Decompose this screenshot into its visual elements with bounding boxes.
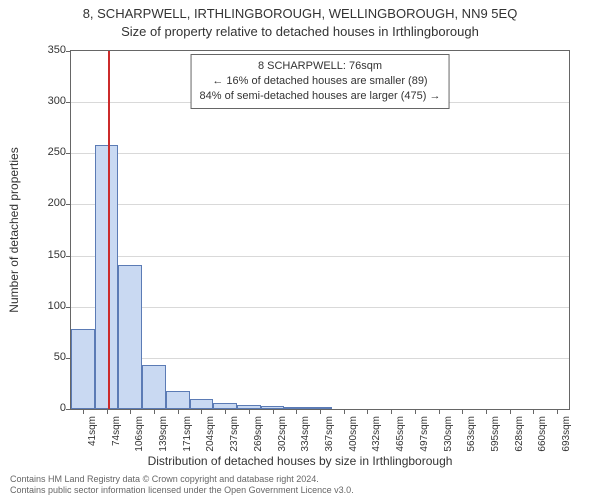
xtick-label: 563sqm [466, 416, 477, 456]
ytick-label: 250 [48, 146, 66, 158]
xtick-mark [557, 409, 558, 414]
xtick-label: 497sqm [419, 416, 430, 456]
xtick-mark [273, 409, 274, 414]
xtick-label: 237sqm [229, 416, 240, 456]
figure: 8, SCHARPWELL, IRTHLINGBOROUGH, WELLINGB… [0, 0, 600, 500]
xtick-label: 530sqm [443, 416, 454, 456]
gridline [71, 307, 569, 308]
xtick-mark [439, 409, 440, 414]
histogram-bar [166, 391, 190, 409]
gridline [71, 256, 569, 257]
y-axis-label: Number of detached properties [7, 147, 21, 312]
plot-area: 8 SCHARPWELL: 76sqm ← 16% of detached ho… [70, 50, 570, 410]
annotation-line2: ← 16% of detached houses are smaller (89… [200, 74, 441, 89]
histogram-bar [190, 399, 214, 409]
xtick-mark [367, 409, 368, 414]
xtick-label: 628sqm [514, 416, 525, 456]
xtick-label: 41sqm [87, 416, 98, 456]
xtick-mark [296, 409, 297, 414]
annotation-box: 8 SCHARPWELL: 76sqm ← 16% of detached ho… [191, 54, 450, 109]
xtick-label: 204sqm [205, 416, 216, 456]
xtick-mark [178, 409, 179, 414]
ytick-label: 0 [60, 402, 66, 414]
histogram-bar [71, 329, 95, 409]
ytick-mark [66, 256, 71, 257]
marker-line [108, 51, 110, 409]
footer-line1: Contains HM Land Registry data © Crown c… [10, 474, 354, 485]
ytick-label: 150 [48, 249, 66, 261]
x-axis-label: Distribution of detached houses by size … [0, 454, 600, 468]
annotation-line1: 8 SCHARPWELL: 76sqm [200, 59, 441, 74]
gridline [71, 153, 569, 154]
xtick-label: 74sqm [111, 416, 122, 456]
xtick-label: 171sqm [182, 416, 193, 456]
xtick-label: 465sqm [395, 416, 406, 456]
xtick-label: 367sqm [324, 416, 335, 456]
ytick-mark [66, 307, 71, 308]
ytick-label: 200 [48, 197, 66, 209]
xtick-mark [201, 409, 202, 414]
title-subtitle: Size of property relative to detached ho… [0, 24, 600, 39]
footer: Contains HM Land Registry data © Crown c… [10, 474, 354, 496]
xtick-label: 269sqm [253, 416, 264, 456]
xtick-mark [415, 409, 416, 414]
footer-line2: Contains public sector information licen… [10, 485, 354, 496]
xtick-mark [462, 409, 463, 414]
title-address: 8, SCHARPWELL, IRTHLINGBOROUGH, WELLINGB… [0, 6, 600, 21]
xtick-mark [344, 409, 345, 414]
ytick-label: 50 [54, 351, 66, 363]
histogram-bar [142, 365, 166, 409]
xtick-mark [320, 409, 321, 414]
xtick-label: 660sqm [537, 416, 548, 456]
ytick-label: 300 [48, 95, 66, 107]
xtick-mark [533, 409, 534, 414]
ytick-label: 100 [48, 300, 66, 312]
xtick-mark [486, 409, 487, 414]
xtick-mark [154, 409, 155, 414]
xtick-mark [83, 409, 84, 414]
xtick-label: 334sqm [300, 416, 311, 456]
ytick-mark [66, 409, 71, 410]
xtick-mark [391, 409, 392, 414]
ytick-mark [66, 204, 71, 205]
annotation-line3: 84% of semi-detached houses are larger (… [200, 89, 441, 104]
gridline [71, 204, 569, 205]
xtick-label: 595sqm [490, 416, 501, 456]
xtick-mark [225, 409, 226, 414]
ytick-mark [66, 102, 71, 103]
xtick-label: 432sqm [371, 416, 382, 456]
ytick-label: 350 [48, 44, 66, 56]
ytick-mark [66, 153, 71, 154]
xtick-label: 106sqm [134, 416, 145, 456]
xtick-label: 400sqm [348, 416, 359, 456]
gridline [71, 358, 569, 359]
xtick-mark [130, 409, 131, 414]
ytick-mark [66, 51, 71, 52]
xtick-label: 693sqm [561, 416, 572, 456]
xtick-label: 139sqm [158, 416, 169, 456]
histogram-bar [118, 265, 142, 409]
xtick-mark [249, 409, 250, 414]
xtick-mark [510, 409, 511, 414]
xtick-label: 302sqm [277, 416, 288, 456]
xtick-mark [107, 409, 108, 414]
histogram-bar [95, 145, 119, 409]
